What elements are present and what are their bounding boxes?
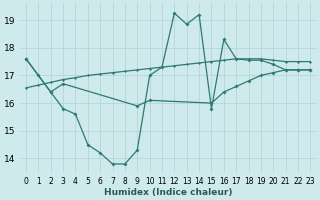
X-axis label: Humidex (Indice chaleur): Humidex (Indice chaleur) <box>104 188 232 197</box>
